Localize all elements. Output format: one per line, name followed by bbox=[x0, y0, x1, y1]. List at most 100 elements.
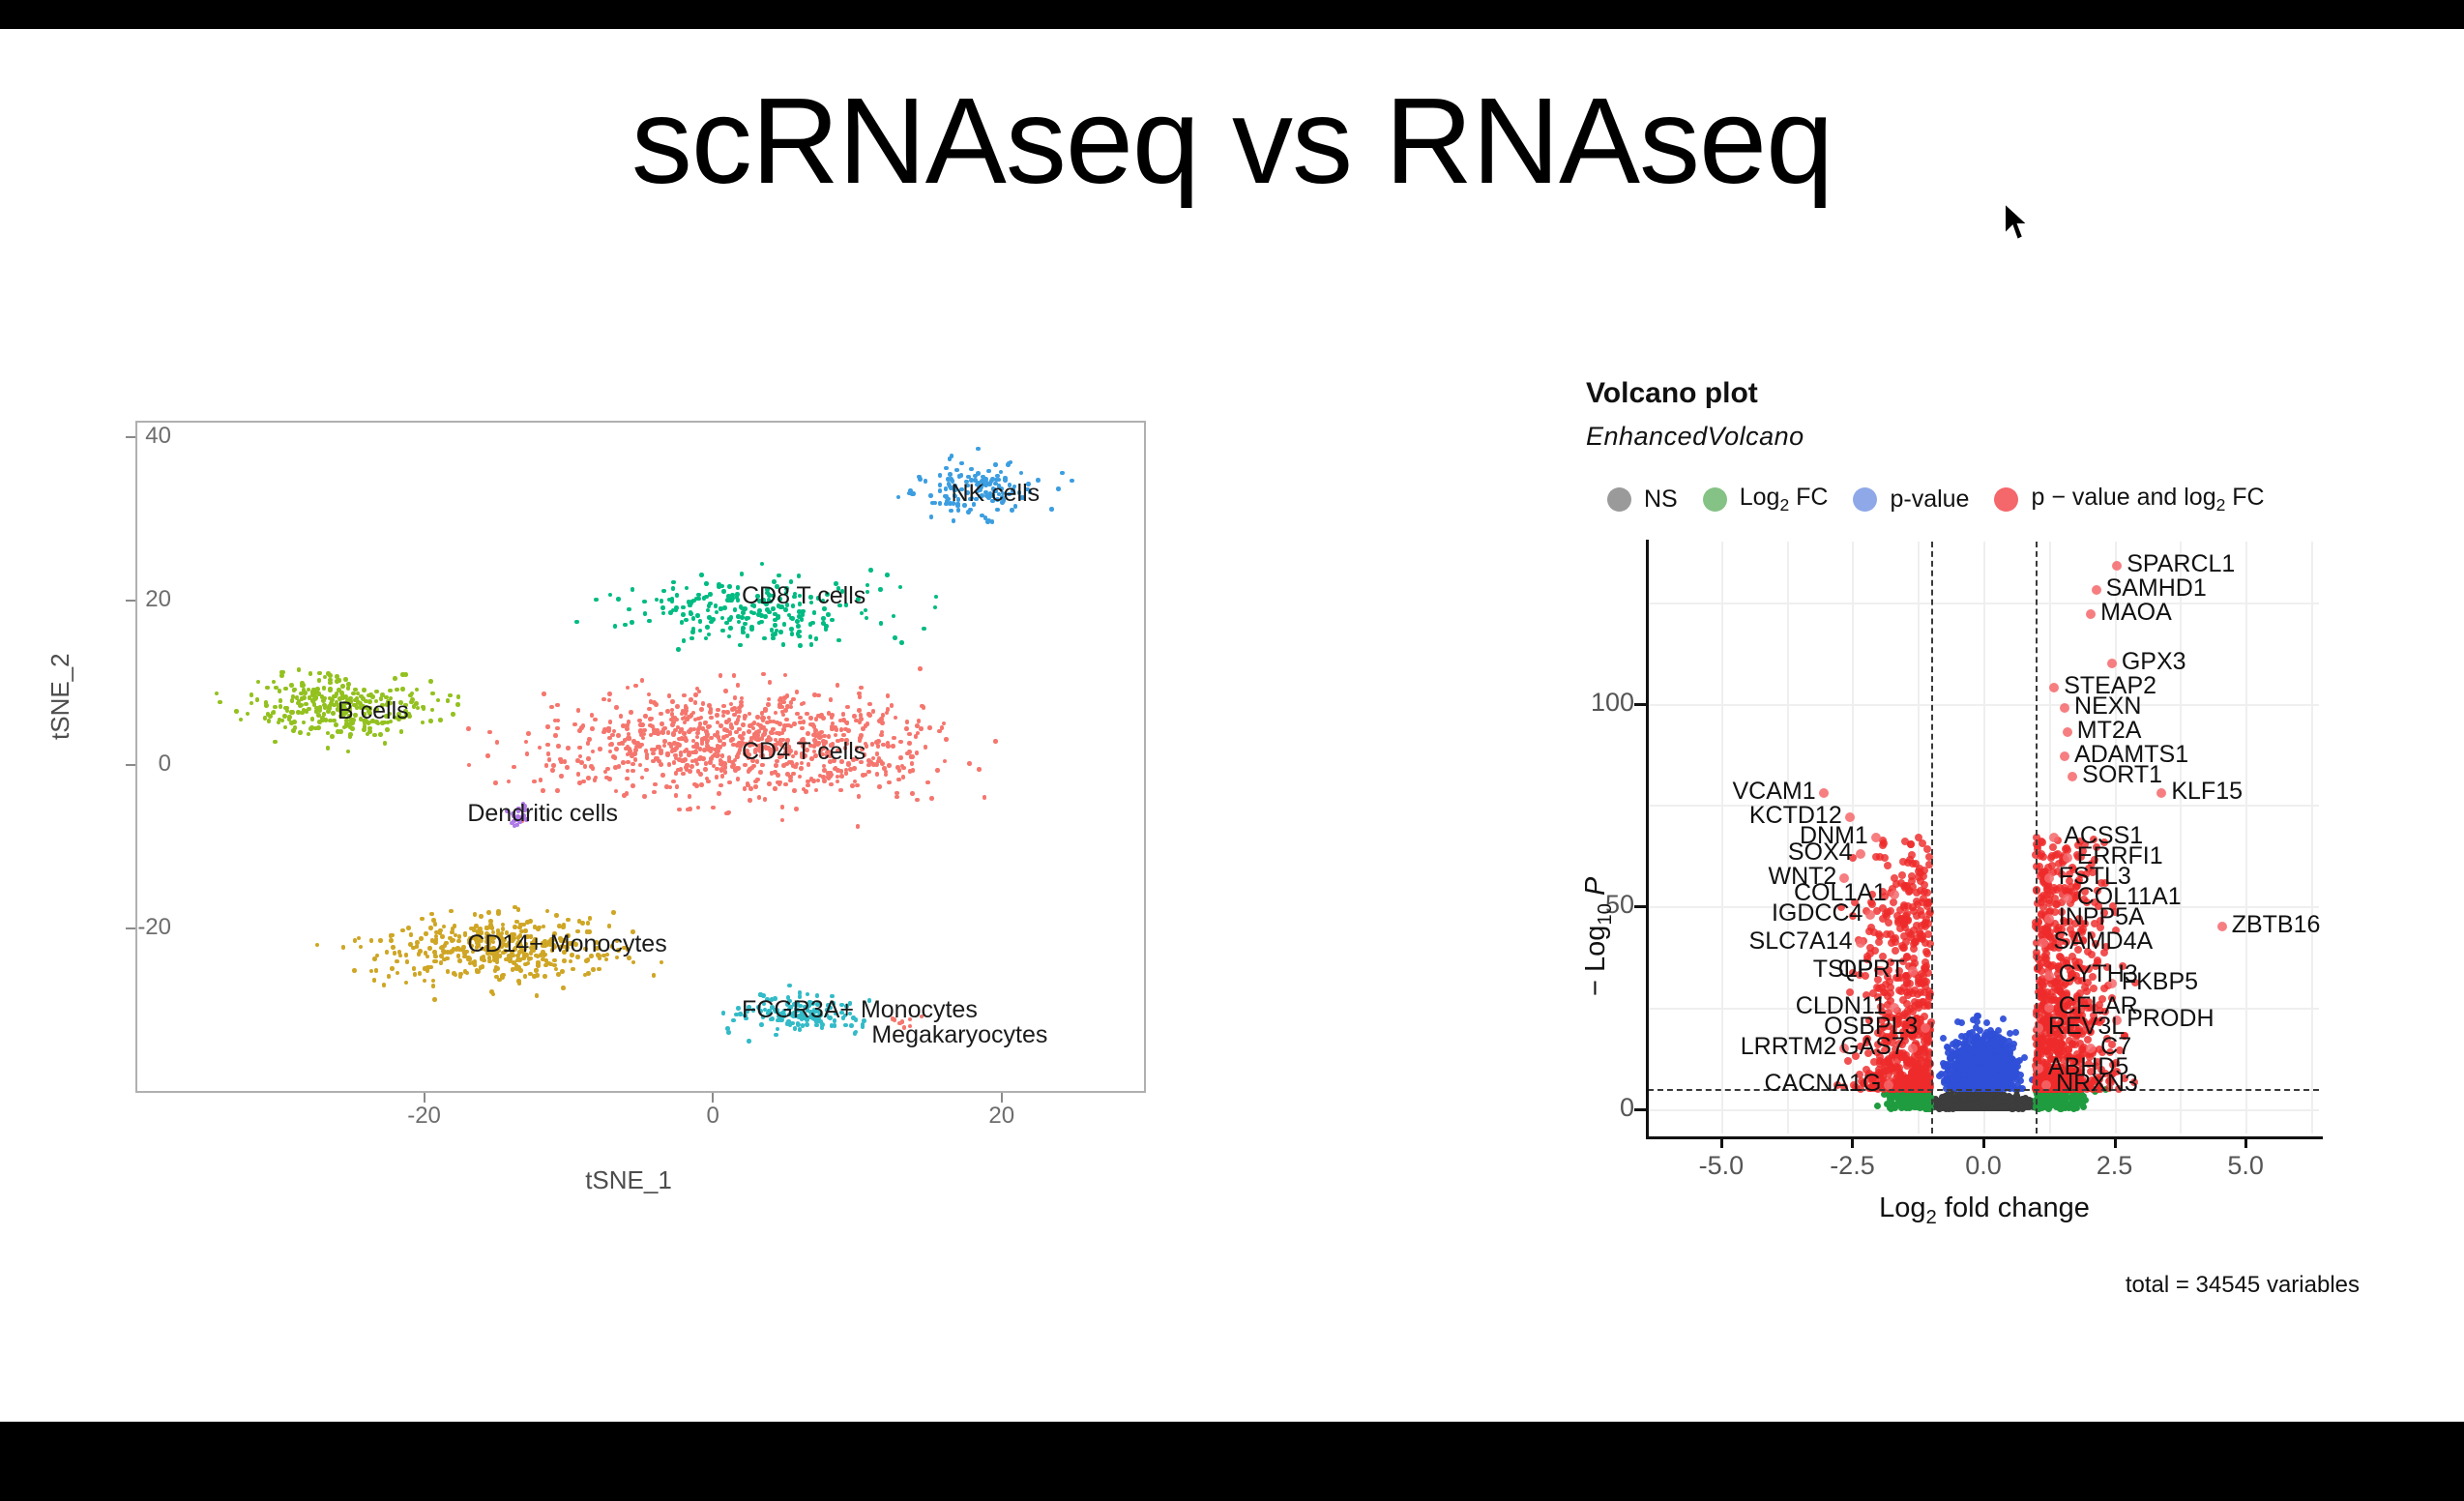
tsne-point bbox=[433, 940, 438, 945]
volcano-legend-item[interactable]: NS bbox=[1607, 486, 1678, 514]
tsne-point bbox=[877, 783, 882, 789]
tsne-point bbox=[808, 743, 814, 749]
tsne-point bbox=[906, 490, 912, 496]
tsne-point bbox=[937, 483, 943, 487]
tsne-point bbox=[328, 677, 333, 683]
tsne-point bbox=[765, 587, 770, 592]
tsne-point bbox=[697, 725, 702, 730]
tsne-point bbox=[403, 953, 409, 957]
tsne-point bbox=[750, 725, 756, 731]
tsne-point bbox=[807, 721, 813, 727]
tsne-point bbox=[753, 783, 759, 789]
tsne-point bbox=[699, 707, 705, 712]
tsne-point bbox=[398, 700, 404, 705]
tsne-point bbox=[370, 719, 375, 723]
legend-label: NS bbox=[1644, 486, 1678, 513]
tsne-point bbox=[876, 756, 882, 761]
tsne-point bbox=[895, 494, 901, 500]
volcano-legend-item[interactable]: Log2 FC bbox=[1702, 484, 1828, 515]
tsne-point bbox=[690, 630, 696, 634]
tsne-point bbox=[669, 712, 675, 717]
tsne-y-tick bbox=[126, 435, 135, 438]
tsne-point bbox=[1000, 500, 1005, 505]
tsne-point bbox=[995, 473, 1000, 479]
tsne-point bbox=[813, 716, 819, 721]
tsne-point bbox=[374, 707, 379, 713]
tsne-point bbox=[747, 729, 751, 734]
tsne-point bbox=[984, 481, 989, 486]
tsne-point bbox=[692, 781, 697, 787]
tsne-point bbox=[923, 479, 928, 484]
legend-label: p-value bbox=[1890, 486, 1970, 513]
tsne-point bbox=[727, 584, 733, 589]
tsne-point bbox=[659, 711, 663, 717]
tsne-point bbox=[728, 615, 734, 620]
tsne-point bbox=[836, 738, 840, 744]
tsne-point bbox=[987, 491, 993, 496]
tsne-point bbox=[399, 672, 405, 677]
tsne-point bbox=[699, 736, 705, 742]
tsne-point bbox=[776, 615, 781, 620]
tsne-point bbox=[327, 695, 333, 701]
tsne-point bbox=[759, 613, 764, 618]
tsne-point bbox=[345, 686, 351, 691]
tsne-point bbox=[876, 739, 881, 744]
tsne-point bbox=[670, 722, 675, 727]
tsne-point bbox=[986, 518, 991, 523]
tsne-point bbox=[768, 719, 773, 724]
tsne-point bbox=[839, 774, 844, 779]
tsne-point bbox=[543, 973, 547, 979]
tsne-point bbox=[783, 591, 789, 597]
tsne-point bbox=[555, 702, 560, 708]
tsne-point bbox=[794, 807, 799, 811]
tsne-point bbox=[451, 712, 455, 717]
tsne-point bbox=[322, 674, 328, 680]
tsne-point bbox=[277, 717, 282, 722]
tsne-point bbox=[897, 584, 903, 590]
tsne-point bbox=[616, 596, 621, 602]
tsne-point bbox=[775, 758, 779, 764]
tsne-point bbox=[406, 711, 411, 717]
tsne-point bbox=[878, 587, 883, 592]
tsne-point bbox=[808, 600, 814, 605]
tsne-point bbox=[674, 746, 680, 750]
tsne-point bbox=[347, 704, 353, 710]
tsne-point bbox=[361, 705, 366, 710]
tsne-point bbox=[679, 620, 685, 625]
tsne-point bbox=[585, 921, 591, 926]
legend-color-dot bbox=[1702, 487, 1727, 512]
tsne-point bbox=[438, 718, 443, 722]
tsne-point bbox=[962, 502, 967, 508]
tsne-point bbox=[775, 730, 779, 736]
tsne-point bbox=[363, 698, 368, 704]
tsne-point bbox=[653, 756, 659, 762]
volcano-legend-item[interactable]: p − value and log2 FC bbox=[1994, 484, 2265, 515]
tsne-point bbox=[734, 721, 739, 725]
tsne-point bbox=[631, 783, 635, 788]
tsne-point bbox=[726, 594, 731, 599]
tsne-point bbox=[632, 750, 638, 756]
tsne-point bbox=[625, 759, 631, 765]
tsne-point bbox=[587, 916, 593, 921]
tsne-point bbox=[724, 620, 730, 626]
tsne-point bbox=[811, 779, 816, 784]
tsne-point bbox=[718, 758, 723, 763]
tsne-point bbox=[382, 720, 387, 725]
tsne-point bbox=[630, 620, 634, 625]
tsne-point bbox=[830, 721, 836, 726]
tsne-point bbox=[455, 946, 460, 951]
tsne-point bbox=[898, 739, 903, 745]
volcano-legend-item[interactable]: p-value bbox=[1853, 486, 1969, 514]
tsne-point bbox=[983, 515, 988, 521]
tsne-point bbox=[435, 697, 441, 703]
tsne-point bbox=[742, 786, 748, 791]
tsne-point bbox=[955, 497, 961, 502]
tsne-point bbox=[724, 733, 730, 739]
tsne-point bbox=[746, 755, 751, 761]
tsne-point bbox=[786, 612, 792, 618]
tsne-point bbox=[552, 718, 558, 723]
tsne-point bbox=[879, 729, 885, 735]
tsne-point bbox=[328, 718, 334, 723]
tsne-point bbox=[822, 778, 827, 783]
tsne-point bbox=[967, 761, 972, 766]
